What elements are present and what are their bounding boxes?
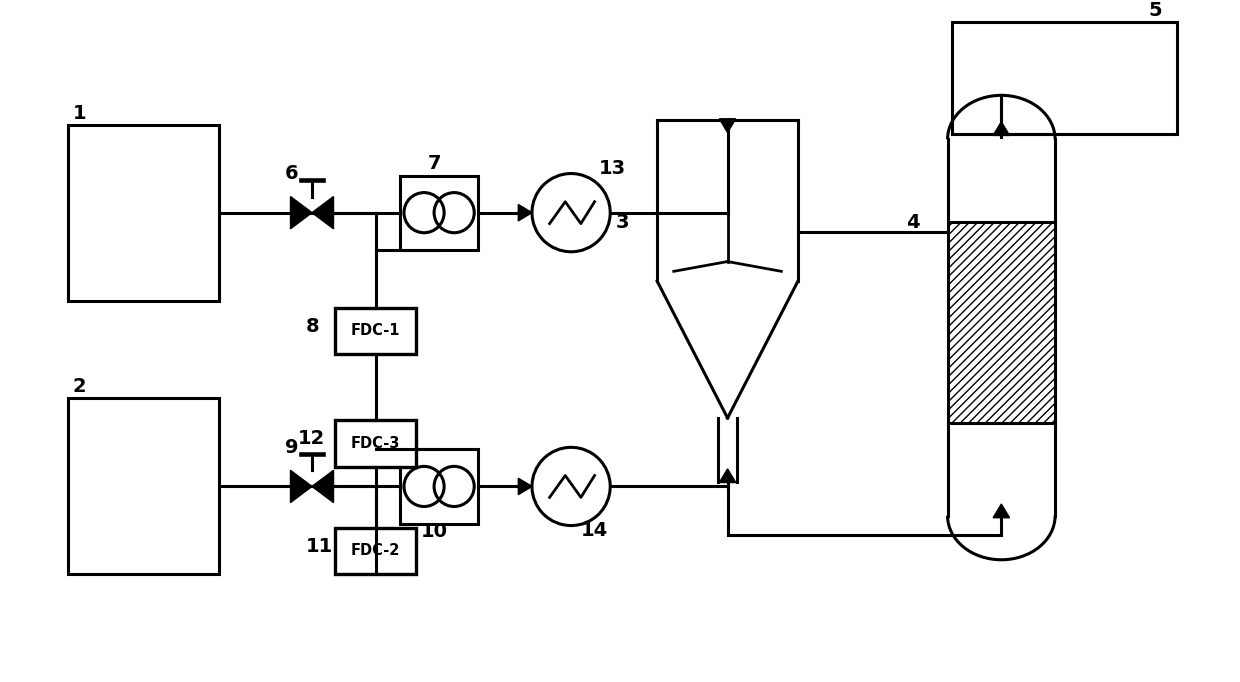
Bar [401, 175, 479, 250]
Polygon shape [312, 196, 334, 228]
Text: 4: 4 [906, 213, 920, 232]
Text: 2: 2 [72, 377, 86, 396]
Bar [947, 222, 1055, 423]
Polygon shape [290, 196, 312, 228]
Polygon shape [290, 471, 312, 503]
Text: 11: 11 [306, 537, 334, 556]
Bar [67, 125, 219, 301]
Text: 9: 9 [285, 438, 298, 457]
Text: 3: 3 [616, 213, 630, 232]
Bar [952, 22, 1177, 134]
Text: FDC-3: FDC-3 [351, 436, 401, 451]
Bar [336, 420, 415, 467]
Text: 14: 14 [580, 521, 608, 540]
Polygon shape [719, 119, 735, 132]
Bar [67, 398, 219, 574]
Text: 8: 8 [306, 317, 320, 336]
Bar [401, 449, 479, 524]
Text: 10: 10 [420, 522, 448, 542]
Text: 1: 1 [72, 104, 86, 123]
Text: FDC-2: FDC-2 [351, 544, 401, 559]
Polygon shape [719, 469, 735, 483]
Text: FDC-1: FDC-1 [351, 323, 401, 338]
Polygon shape [518, 205, 532, 221]
Text: 5: 5 [1148, 1, 1162, 20]
Polygon shape [993, 504, 1009, 518]
Bar [336, 308, 415, 355]
Polygon shape [312, 471, 334, 503]
Text: 12: 12 [299, 429, 326, 448]
Polygon shape [518, 478, 532, 494]
Text: 6: 6 [285, 164, 299, 183]
Bar [336, 527, 415, 574]
Polygon shape [993, 121, 1009, 136]
Text: 7: 7 [428, 153, 441, 173]
Text: 13: 13 [599, 160, 626, 179]
